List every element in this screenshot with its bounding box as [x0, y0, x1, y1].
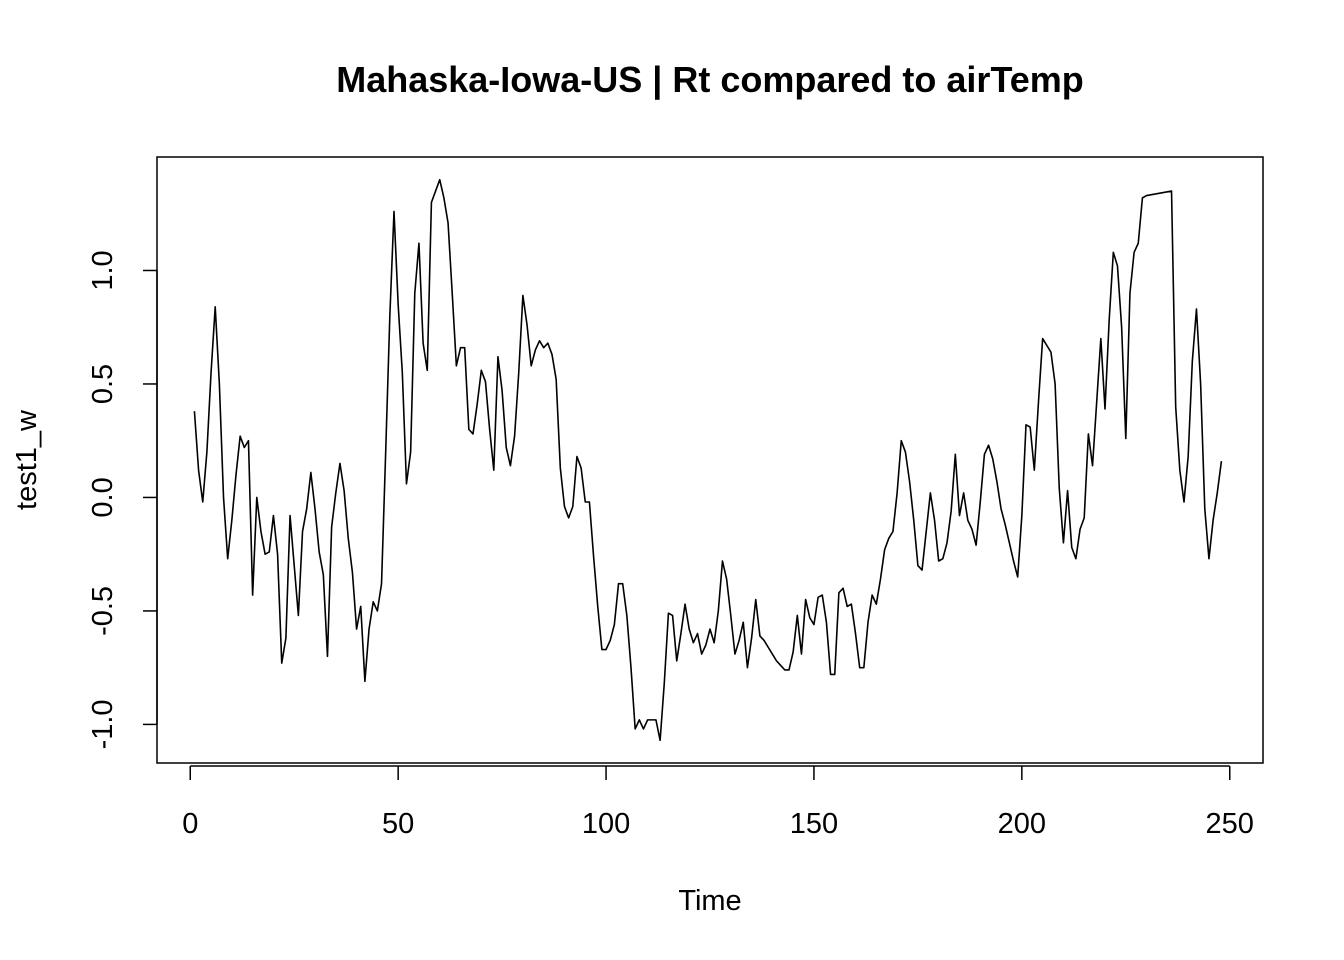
- x-tick-label: 200: [998, 808, 1046, 840]
- x-tick-label: 250: [1206, 808, 1254, 840]
- y-tick-label: -0.5: [87, 586, 119, 636]
- y-tick-label: -1.0: [87, 699, 119, 749]
- x-tick-label: 50: [382, 808, 414, 840]
- y-axis: -1.0 -0.5 0.0 0.5 1.0: [87, 250, 158, 749]
- chart-title: Mahaska-Iowa-US | Rt compared to airTemp: [336, 59, 1084, 101]
- x-tick-label: 100: [582, 808, 630, 840]
- series-layer: [193, 178, 1223, 742]
- x-tick-label: 150: [790, 808, 838, 840]
- y-tick-label: 1.0: [87, 250, 119, 290]
- series-line: [193, 178, 1223, 742]
- x-tick-label: 0: [182, 808, 198, 840]
- x-axis: 0 50 100 150 200 250: [182, 765, 1254, 840]
- y-axis-label: test1_w: [11, 409, 43, 510]
- y-tick-label: 0.0: [87, 477, 119, 517]
- plot-frame: [156, 156, 1264, 764]
- x-axis-label: Time: [678, 885, 741, 917]
- y-tick-label: 0.5: [87, 364, 119, 404]
